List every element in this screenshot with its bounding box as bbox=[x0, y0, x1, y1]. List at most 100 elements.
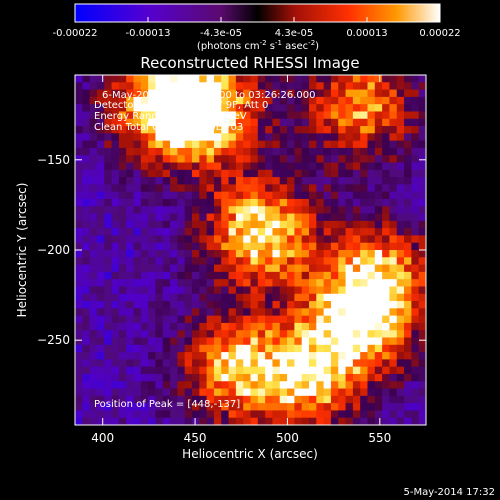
heatmap-cell bbox=[352, 373, 361, 382]
heatmap-cell bbox=[301, 111, 310, 120]
heatmap-cell bbox=[309, 279, 317, 287]
heatmap-cell bbox=[323, 184, 332, 193]
heatmap-cell bbox=[338, 403, 346, 411]
heatmap-cell bbox=[155, 133, 164, 142]
heatmap-cell bbox=[323, 89, 332, 98]
heatmap-cell bbox=[155, 359, 164, 368]
heatmap-cell bbox=[140, 352, 149, 360]
heatmap-cell bbox=[257, 293, 266, 302]
heatmap-cell bbox=[104, 220, 112, 229]
heatmap-cell bbox=[272, 286, 281, 295]
heatmap-cell bbox=[301, 75, 310, 83]
heatmap-cell bbox=[272, 395, 281, 404]
heatmap-cell bbox=[235, 286, 244, 295]
heatmap-cell bbox=[206, 155, 215, 163]
heatmap-cell bbox=[155, 308, 164, 317]
heatmap-cell bbox=[228, 147, 237, 156]
heatmap-cell bbox=[75, 177, 83, 185]
heatmap-cell bbox=[96, 198, 105, 207]
heatmap-cell bbox=[316, 279, 325, 287]
heatmap-cell bbox=[126, 271, 134, 280]
heatmap-cell bbox=[279, 344, 288, 353]
heatmap-cell bbox=[396, 140, 405, 149]
heatmap-cell bbox=[118, 330, 127, 338]
heatmap-cell bbox=[126, 140, 134, 149]
heatmap-cell bbox=[177, 381, 186, 389]
heatmap-cell bbox=[170, 147, 178, 156]
heatmap-cell bbox=[374, 264, 383, 273]
heatmap-cell bbox=[213, 330, 222, 338]
heatmap-cell bbox=[235, 147, 244, 156]
heatmap-cell bbox=[257, 315, 266, 324]
heatmap-cell bbox=[206, 395, 215, 404]
heatmap-cell bbox=[265, 235, 273, 244]
heatmap-cell bbox=[404, 322, 412, 331]
heatmap-cell bbox=[250, 279, 259, 287]
heatmap-cell bbox=[418, 293, 427, 302]
heatmap-cell bbox=[382, 118, 390, 127]
heatmap-cell bbox=[184, 118, 193, 127]
heatmap-cell bbox=[330, 220, 339, 229]
heatmap-cell bbox=[382, 322, 390, 331]
heatmap-cell bbox=[294, 242, 303, 251]
heatmap-cell bbox=[250, 337, 259, 346]
heatmap-cell bbox=[279, 184, 288, 193]
heatmap-cell bbox=[418, 198, 427, 207]
heatmap-cell bbox=[228, 75, 237, 83]
heatmap-cell bbox=[294, 82, 303, 90]
heatmap-cell bbox=[265, 286, 273, 295]
heatmap-cell bbox=[235, 206, 244, 214]
heatmap-cell bbox=[294, 293, 303, 302]
heatmap-cell bbox=[111, 352, 120, 360]
heatmap-cell bbox=[338, 96, 346, 105]
heatmap-cell bbox=[250, 395, 259, 404]
colorbar-tick-label: 4.3e-05 bbox=[275, 28, 313, 39]
heatmap-cell bbox=[221, 264, 229, 273]
heatmap-cell bbox=[162, 198, 171, 207]
heatmap-cell bbox=[96, 220, 105, 229]
heatmap-cell bbox=[301, 140, 310, 149]
heatmap-cell bbox=[418, 111, 427, 120]
heatmap-cell bbox=[374, 198, 383, 207]
heatmap-cell bbox=[206, 271, 215, 280]
heatmap-cell bbox=[411, 410, 420, 419]
heatmap-cell bbox=[89, 96, 98, 105]
heatmap-cell bbox=[170, 410, 178, 419]
heatmap-cell bbox=[96, 206, 105, 214]
heatmap-cell bbox=[396, 264, 405, 273]
heatmap-cell bbox=[133, 279, 142, 287]
heatmap-cell bbox=[162, 373, 171, 382]
heatmap-cell bbox=[367, 293, 376, 302]
chart-title: Reconstructed RHESSI Image bbox=[140, 54, 359, 72]
heatmap-cell bbox=[155, 184, 164, 193]
heatmap-cell bbox=[404, 147, 412, 156]
heatmap-cell bbox=[265, 184, 273, 193]
heatmap-cell bbox=[140, 410, 149, 419]
heatmap-cell bbox=[352, 82, 361, 90]
heatmap-cell bbox=[294, 286, 303, 295]
heatmap-cell bbox=[126, 126, 134, 134]
heatmap-cell bbox=[162, 147, 171, 156]
heatmap-cell bbox=[257, 308, 266, 317]
heatmap-cell bbox=[279, 293, 288, 302]
heatmap-cell bbox=[287, 381, 295, 389]
heatmap-cell bbox=[352, 286, 361, 295]
heatmap-cell bbox=[104, 198, 112, 207]
heatmap-cell bbox=[352, 410, 361, 419]
heatmap-cell bbox=[345, 373, 354, 382]
heatmap-cell bbox=[418, 235, 427, 244]
heatmap-cell bbox=[133, 96, 142, 105]
heatmap-cell bbox=[170, 75, 178, 83]
heatmap-cell bbox=[199, 177, 208, 185]
heatmap-cell bbox=[265, 75, 273, 83]
heatmap-cell bbox=[265, 403, 273, 411]
heatmap-cell bbox=[396, 250, 405, 258]
heatmap-cell bbox=[96, 184, 105, 193]
heatmap-cell bbox=[338, 155, 346, 163]
heatmap-cell bbox=[345, 250, 354, 258]
heatmap-cell bbox=[155, 388, 164, 397]
heatmap-cell bbox=[323, 301, 332, 309]
heatmap-cell bbox=[330, 373, 339, 382]
heatmap-cell bbox=[272, 279, 281, 287]
heatmap-cell bbox=[126, 403, 134, 411]
